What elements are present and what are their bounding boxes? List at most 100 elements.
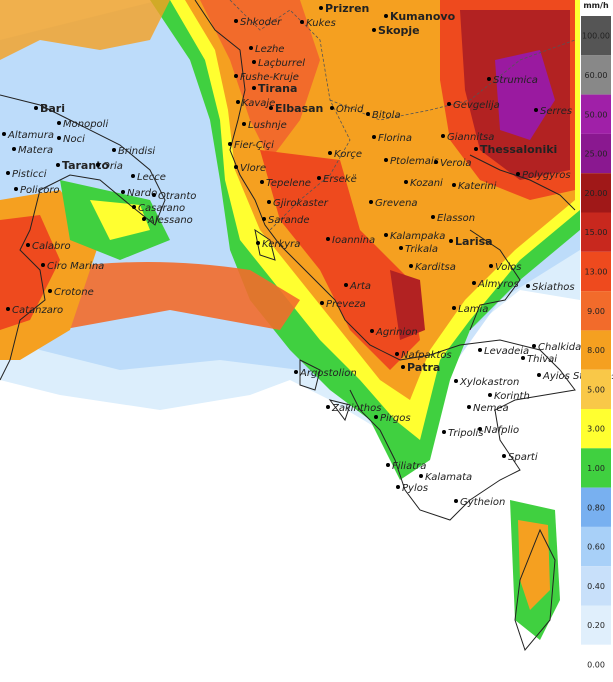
- place-label: Polygyros: [522, 170, 571, 181]
- place-dot: [441, 134, 445, 138]
- place-dot: [267, 200, 271, 204]
- place-label: Kumanovo: [390, 10, 456, 23]
- place-label: Ioannina: [332, 235, 375, 246]
- place-label: Veroia: [440, 158, 472, 169]
- legend-label: 0.60: [587, 543, 605, 552]
- place-label: Ayios Stefanos: [542, 371, 613, 382]
- place-label: Skiathos: [532, 282, 575, 293]
- precipitation-field: [0, 0, 580, 640]
- place-label: Strumica: [493, 75, 538, 86]
- place-label: Catanzaro: [12, 305, 63, 316]
- legend-label: 0.80: [587, 503, 605, 512]
- place-dot: [294, 370, 298, 374]
- legend-swatch: [581, 605, 611, 645]
- place-dot: [442, 430, 446, 434]
- place-label: Elasson: [437, 213, 475, 224]
- place-dot: [534, 108, 538, 112]
- place-dot: [526, 284, 530, 288]
- place-label: Nardo: [127, 188, 157, 199]
- place-label: Argostolion: [299, 368, 357, 379]
- place-dot: [328, 151, 332, 155]
- place-label: Giannitsa: [447, 132, 494, 143]
- place-dot: [48, 289, 52, 293]
- place-dot: [57, 136, 61, 140]
- place-label: Ersekë: [323, 174, 357, 185]
- legend-swatch: [581, 251, 611, 292]
- legend-label: 5.00: [587, 385, 605, 394]
- place-dot: [488, 393, 492, 397]
- place-label: Nemea: [473, 403, 509, 414]
- place-dot: [234, 74, 238, 78]
- place-label: Policoro: [20, 185, 60, 196]
- place-dot: [330, 106, 334, 110]
- legend-swatch: [581, 330, 611, 370]
- place-dot: [234, 19, 238, 23]
- place-label: Gjirokaster: [273, 198, 329, 209]
- place-label: Kukes: [306, 18, 336, 29]
- place-label: Karditsa: [415, 262, 456, 273]
- place-dot: [374, 415, 378, 419]
- place-label: Laçburrel: [258, 58, 305, 69]
- legend-swatch: [581, 94, 611, 134]
- place-dot: [256, 241, 260, 245]
- place-label: Chalkida: [538, 342, 581, 353]
- place-label: Lecce: [137, 172, 166, 183]
- place-dot: [467, 405, 471, 409]
- place-label: Fushe-Kruje: [240, 72, 299, 83]
- place-dot: [399, 246, 403, 250]
- place-label: Casarano: [138, 203, 185, 214]
- place-label: Tirana: [258, 82, 297, 95]
- place-dot: [228, 142, 232, 146]
- place-label: Sarande: [268, 215, 310, 226]
- place-dot: [26, 243, 30, 247]
- place-label: Katerini: [458, 181, 497, 192]
- place-dot: [57, 121, 61, 125]
- place-dot: [319, 6, 323, 10]
- legend-swatch: [581, 448, 611, 488]
- place-dot: [234, 165, 238, 169]
- place-label: Serres: [540, 106, 572, 117]
- place-label: Calabro: [32, 241, 71, 252]
- legend-swatch: [581, 487, 611, 527]
- place-label: Elbasan: [275, 102, 323, 115]
- place-dot: [395, 352, 399, 356]
- place-label: Pylos: [402, 483, 428, 494]
- place-dot: [121, 190, 125, 194]
- place-dot: [96, 163, 100, 167]
- legend-swatch: [581, 16, 611, 56]
- place-label: Grevena: [375, 198, 418, 209]
- place-label: Volos: [495, 262, 521, 273]
- place-dot: [449, 239, 453, 243]
- place-label: Tepelene: [266, 178, 311, 189]
- place-label: Kerkyra: [262, 239, 300, 250]
- place-label: Pisticci: [12, 169, 47, 180]
- place-dot: [454, 379, 458, 383]
- legend-label: 50.00: [585, 110, 608, 119]
- place-label: Pirgos: [380, 413, 411, 424]
- place-dot: [131, 174, 135, 178]
- legend-label: 0.00: [587, 660, 605, 669]
- place-label: Lezhe: [255, 44, 284, 55]
- place-label: Korinth: [494, 391, 530, 402]
- place-dot: [370, 329, 374, 333]
- place-dot: [366, 112, 370, 116]
- place-dot: [152, 193, 156, 197]
- place-label: Thessaloniki: [480, 143, 557, 156]
- place-dot: [431, 215, 435, 219]
- place-label: Alessano: [147, 215, 193, 226]
- place-dot: [252, 86, 256, 90]
- place-dot: [537, 373, 541, 377]
- legend-swatch: [581, 566, 611, 606]
- legend-label: 13.00: [585, 267, 608, 276]
- place-label: Florina: [378, 133, 412, 144]
- place-dot: [142, 217, 146, 221]
- place-dot: [489, 264, 493, 268]
- place-label: Crotone: [54, 287, 94, 298]
- place-dot: [487, 77, 491, 81]
- place-label: Larisa: [455, 235, 493, 248]
- legend-label: 100.00: [582, 32, 610, 41]
- place-dot: [112, 148, 116, 152]
- legend-label: 9.00: [587, 307, 605, 316]
- legend-swatch: [581, 644, 611, 682]
